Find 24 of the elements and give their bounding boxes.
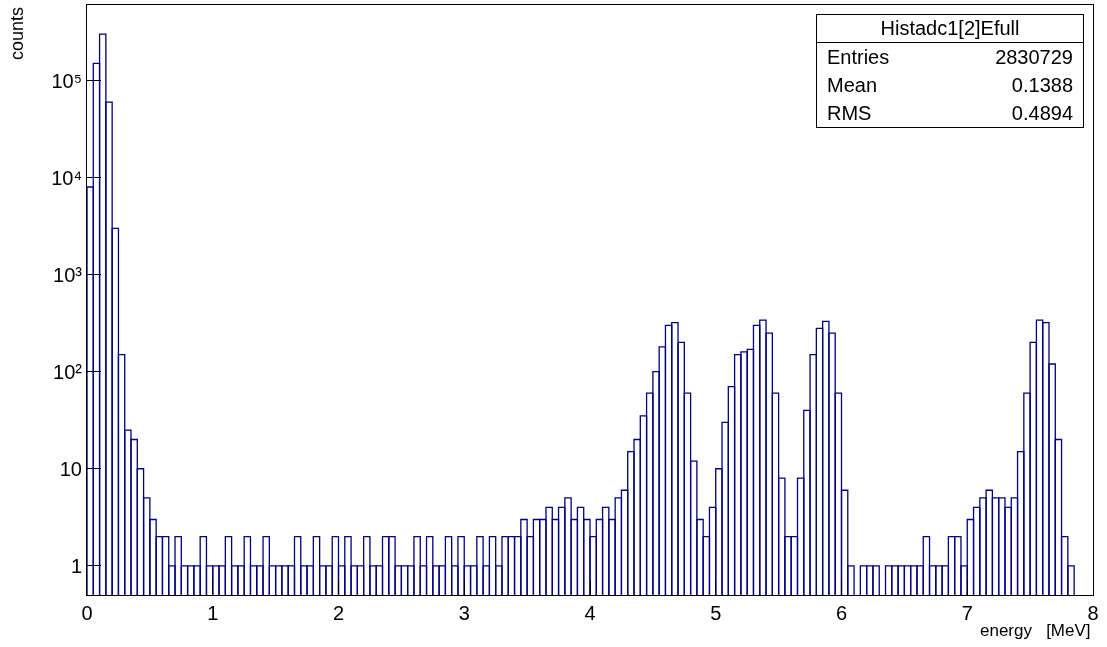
x-tick-label: 3 <box>458 602 470 624</box>
annotation: 0.4894 <box>1011 101 1073 126</box>
y-tick-label: 10 <box>59 457 82 480</box>
y-tick-label: 10⁵ <box>51 69 82 92</box>
x-tick-label: 8 <box>1087 602 1099 624</box>
annotation: RMS <box>827 101 872 126</box>
x-tick-label: 2 <box>332 602 345 624</box>
annotation: 2830729 <box>995 45 1073 70</box>
y-tick-label: 10⁴ <box>51 166 82 189</box>
y-tick-label: 10³ <box>53 263 83 286</box>
y-axis-title: counts <box>7 7 28 61</box>
x-tick-label: 5 <box>710 602 722 624</box>
annotation: Entries <box>827 45 890 70</box>
annotation: 0.1388 <box>1011 73 1073 98</box>
x-tick-label: 7 <box>961 602 973 624</box>
y-tick-label: 10² <box>53 360 83 383</box>
annotation: Histadc1[2]Efull <box>817 15 1083 43</box>
x-tick-label: 0 <box>81 602 93 624</box>
annotation: Mean <box>827 73 878 98</box>
x-tick-label: 4 <box>584 602 596 624</box>
y-tick-label: 1 <box>70 554 82 577</box>
x-tick-label: 1 <box>207 602 219 624</box>
x-tick-label: 6 <box>835 602 848 624</box>
x-axis-title: energy [MeV] <box>980 621 1091 640</box>
